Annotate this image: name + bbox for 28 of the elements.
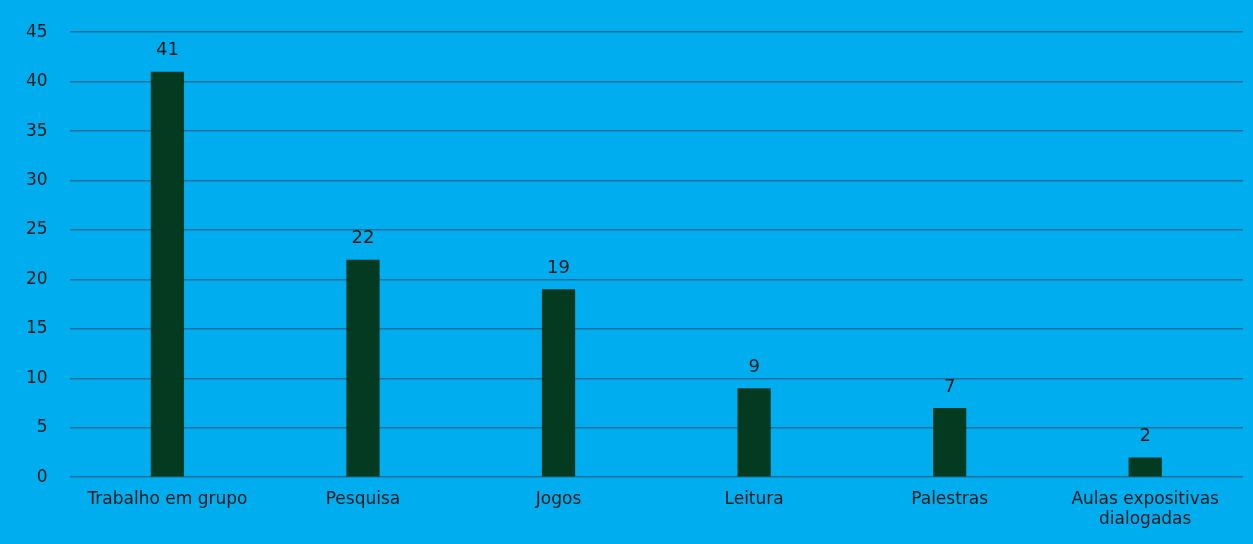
bar <box>346 259 380 477</box>
x-tick-label: Aulas expositivas dialogadas <box>1071 487 1220 529</box>
data-label: 22 <box>351 226 375 248</box>
y-tick-label: 45 <box>25 20 48 41</box>
x-tick-label: Jogos <box>534 487 582 508</box>
data-label: 41 <box>155 38 179 60</box>
bar <box>541 289 576 477</box>
x-tick-label: Trabalho em grupo <box>86 487 248 508</box>
y-tick-label: 35 <box>25 119 48 140</box>
data-label: 2 <box>1139 424 1151 446</box>
data-label: 9 <box>748 354 760 376</box>
y-tick-label: 15 <box>25 317 48 338</box>
y-tick-label: 30 <box>25 168 48 189</box>
data-label: 19 <box>547 255 570 277</box>
y-tick-label: 25 <box>25 218 48 239</box>
x-tick-label: Leitura <box>724 487 784 508</box>
y-tick-label: 10 <box>25 366 48 387</box>
bar <box>150 71 185 477</box>
data-label: 7 <box>943 374 956 396</box>
bar <box>1128 457 1162 477</box>
y-tick-label: 40 <box>25 70 48 91</box>
x-tick-label: Palestras <box>911 487 989 508</box>
bar <box>933 407 967 477</box>
y-tick-label: 0 <box>36 465 48 486</box>
x-tick-label: Pesquisa <box>325 487 401 508</box>
y-tick-label: 20 <box>25 267 48 288</box>
bar <box>737 388 771 477</box>
y-tick-label: 5 <box>36 416 48 437</box>
